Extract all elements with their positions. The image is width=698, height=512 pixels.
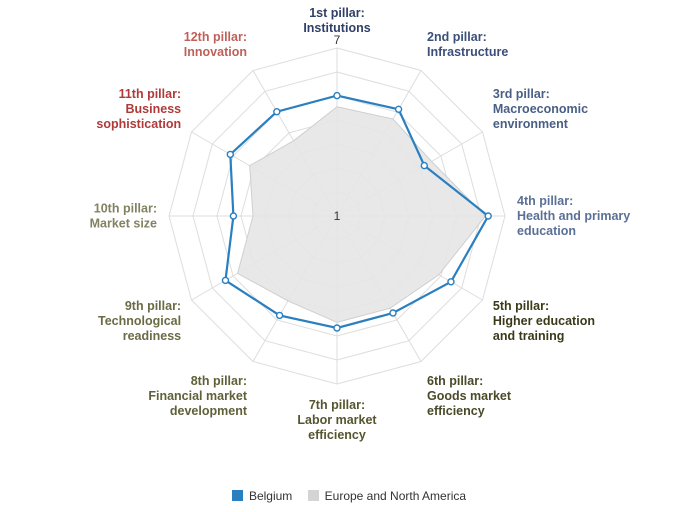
axis-label-line: 7th pillar: xyxy=(309,398,365,412)
data-point-belgium xyxy=(275,311,284,320)
axis-label-line: efficiency xyxy=(427,404,485,418)
axis-label-10: 10th pillar: Market size xyxy=(90,202,157,231)
axis-label-1: 1st pillar: Institutions xyxy=(303,6,370,35)
axis-label-4: 4th pillar: Health and primary education xyxy=(517,194,630,238)
axis-label-line: Higher education xyxy=(493,314,595,328)
data-point-belgium xyxy=(389,309,397,317)
axis-label-line: education xyxy=(517,224,576,238)
data-point-belgium xyxy=(221,276,230,285)
axis-label-line: sophistication xyxy=(96,117,181,131)
axis-label-line: Health and primary xyxy=(517,209,630,223)
tick-label-max: 7 xyxy=(334,33,341,47)
series-area-europe xyxy=(236,106,487,323)
axis-label-2: 2nd pillar: Infrastructure xyxy=(427,30,508,59)
axis-label-11: 11th pillar: Business sophistication xyxy=(96,87,181,131)
axis-label-line: Innovation xyxy=(184,45,247,59)
axis-label-line: 4th pillar: xyxy=(517,194,573,208)
data-point-belgium xyxy=(229,212,238,220)
legend-swatch-europe xyxy=(307,489,319,501)
data-point-belgium xyxy=(420,161,428,170)
axis-label-line: readiness xyxy=(123,329,181,343)
axis-label-line: environment xyxy=(493,117,569,131)
axis-label-line: 1st pillar: xyxy=(309,6,365,20)
axis-label-line: Labor market xyxy=(297,413,377,427)
legend-item-belgium[interactable]: Belgium xyxy=(231,488,293,503)
axis-label-line: 2nd pillar: xyxy=(427,30,487,44)
axis-label-8: 8th pillar: Financial market development xyxy=(148,374,247,418)
axis-label-line: Market size xyxy=(90,217,157,231)
legend-swatch-belgium xyxy=(231,489,243,501)
axis-label-line: 5th pillar: xyxy=(493,299,549,313)
radar-series xyxy=(221,91,492,332)
axis-label-line: Macroeconomic xyxy=(493,102,588,116)
axis-label-line: 8th pillar: xyxy=(191,374,247,388)
axis-label-line: and training xyxy=(493,329,565,343)
data-point-belgium xyxy=(273,108,281,116)
axis-label-line: efficiency xyxy=(308,428,366,442)
axis-label-line: 3rd pillar: xyxy=(493,87,550,101)
data-point-belgium xyxy=(333,324,341,332)
data-point-belgium xyxy=(394,105,403,114)
legend: Belgium Europe and North America xyxy=(0,488,698,503)
axis-label-line: 11th pillar: xyxy=(119,87,182,101)
axis-label-line: Institutions xyxy=(303,21,370,35)
axis-label-6: 6th pillar: Goods market efficiency xyxy=(427,374,512,418)
axis-label-12: 12th pillar: Innovation xyxy=(184,30,247,59)
axis-labels: 1st pillar: Institutions 2nd pillar: Infras… xyxy=(90,6,631,442)
axis-label-line: Technological xyxy=(98,314,181,328)
axis-label-line: 9th pillar: xyxy=(125,299,181,313)
legend-item-europe[interactable]: Europe and North America xyxy=(307,488,467,503)
axis-label-line: Goods market xyxy=(427,389,512,403)
axis-label-9: 9th pillar: Technological readiness xyxy=(98,299,181,343)
axis-label-7: 7th pillar: Labor market efficiency xyxy=(297,398,377,442)
axis-label-line: Business xyxy=(126,102,182,116)
axis-label-line: development xyxy=(170,404,248,418)
axis-label-3: 3rd pillar: Macroeconomic environment xyxy=(493,87,588,131)
data-point-belgium xyxy=(333,91,341,100)
axis-label-line: 6th pillar: xyxy=(427,374,483,388)
axis-label-line: 12th pillar: xyxy=(184,30,247,44)
data-point-belgium xyxy=(226,150,235,159)
legend-label-belgium: Belgium xyxy=(248,488,293,503)
axis-label-line: Financial market xyxy=(148,389,247,403)
axis-label-line: 10th pillar: xyxy=(94,202,157,216)
legend-label-europe: Europe and North America xyxy=(324,488,467,503)
data-point-belgium xyxy=(484,212,492,220)
data-point-belgium xyxy=(447,278,455,286)
axis-label-5: 5th pillar: Higher education and training xyxy=(493,299,595,343)
tick-label-min: 1 xyxy=(334,209,341,223)
axis-label-line: Infrastructure xyxy=(427,45,508,59)
